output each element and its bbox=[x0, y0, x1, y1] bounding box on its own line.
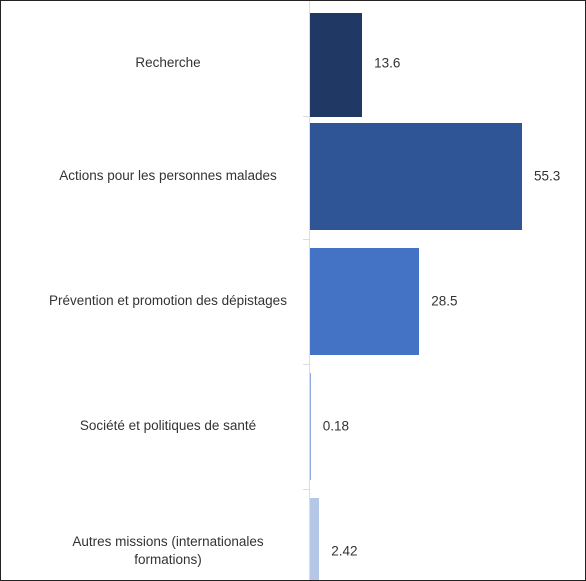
bar bbox=[310, 497, 320, 580]
category-label: Société et politiques de santé bbox=[79, 418, 257, 433]
axis-tick bbox=[303, 239, 309, 240]
axis-tick bbox=[303, 489, 309, 490]
value-label: 0.18 bbox=[322, 418, 349, 434]
value-label: 55.3 bbox=[534, 168, 561, 184]
axis-tick bbox=[303, 364, 309, 365]
axis-line bbox=[309, 1, 310, 580]
value-label: 2.42 bbox=[331, 543, 358, 559]
category-label: Autres missions (internationales formati… bbox=[72, 534, 264, 567]
category-label: Actions pour les personnes malades bbox=[59, 168, 277, 183]
bar bbox=[310, 372, 311, 480]
bar bbox=[310, 122, 522, 230]
category-label: Recherche bbox=[135, 55, 201, 70]
category-label: Prévention et promotion des dépistages bbox=[49, 293, 287, 308]
bar bbox=[310, 13, 363, 117]
value-label: 28.5 bbox=[431, 293, 458, 309]
axis-tick bbox=[303, 116, 309, 117]
bar bbox=[310, 247, 420, 355]
value-label: 13.6 bbox=[374, 55, 401, 71]
